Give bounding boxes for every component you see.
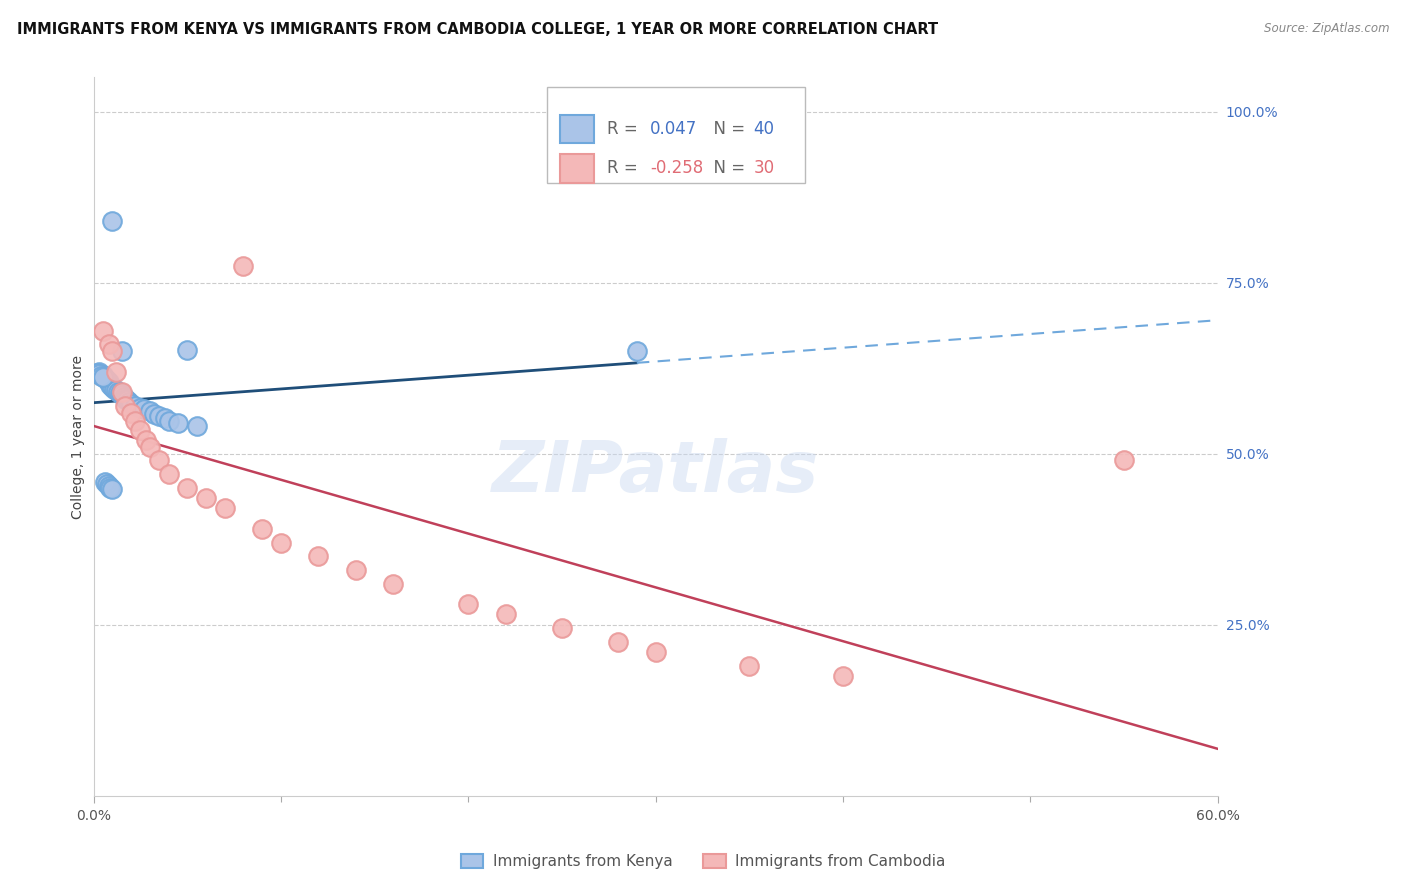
Point	[94, 475, 117, 490]
Point	[139, 440, 162, 454]
Text: -0.258: -0.258	[650, 160, 703, 178]
Legend: Immigrants from Kenya, Immigrants from Cambodia: Immigrants from Kenya, Immigrants from C…	[454, 848, 952, 875]
Point	[135, 433, 157, 447]
Point	[96, 373, 118, 387]
Point	[142, 407, 165, 421]
Point	[157, 467, 180, 482]
Text: N =: N =	[703, 160, 751, 178]
Point	[495, 607, 517, 622]
Point	[250, 522, 273, 536]
Point	[97, 337, 120, 351]
Point	[89, 368, 111, 382]
Point	[167, 416, 190, 430]
Point	[148, 453, 170, 467]
Point	[107, 385, 129, 400]
Point	[91, 324, 114, 338]
Point	[382, 576, 405, 591]
Point	[344, 563, 367, 577]
Point	[118, 395, 141, 409]
Point	[120, 406, 142, 420]
Point	[101, 344, 124, 359]
Point	[96, 477, 118, 491]
Text: 30: 30	[754, 160, 775, 178]
Point	[644, 645, 666, 659]
Point	[103, 382, 125, 396]
Point	[232, 259, 254, 273]
Point	[101, 214, 124, 228]
Point	[551, 621, 574, 635]
Point	[626, 344, 648, 359]
Point	[91, 368, 114, 382]
Point	[607, 634, 630, 648]
Text: R =: R =	[607, 160, 643, 178]
Point	[124, 399, 146, 413]
Bar	[560, 154, 593, 183]
Point	[100, 481, 122, 495]
Point	[101, 482, 124, 496]
Point	[124, 414, 146, 428]
Point	[111, 344, 134, 359]
Text: N =: N =	[703, 120, 751, 138]
Point	[157, 414, 180, 428]
Point	[129, 423, 152, 437]
Point	[129, 401, 152, 415]
Point	[457, 597, 479, 611]
Point	[1112, 453, 1135, 467]
Text: IMMIGRANTS FROM KENYA VS IMMIGRANTS FROM CAMBODIA COLLEGE, 1 YEAR OR MORE CORREL: IMMIGRANTS FROM KENYA VS IMMIGRANTS FROM…	[17, 22, 938, 37]
Text: R =: R =	[607, 120, 643, 138]
Point	[97, 479, 120, 493]
Text: ZIPatlas: ZIPatlas	[492, 438, 820, 507]
Point	[117, 393, 139, 408]
Point	[307, 549, 329, 564]
Point	[86, 366, 108, 380]
Point	[94, 371, 117, 385]
Point	[176, 481, 198, 495]
Point	[270, 535, 292, 549]
Point	[101, 379, 124, 393]
Point	[105, 383, 128, 397]
Y-axis label: College, 1 year or more: College, 1 year or more	[72, 354, 86, 518]
Point	[108, 386, 131, 401]
Point	[90, 368, 112, 383]
Text: 0.047: 0.047	[650, 120, 697, 138]
Point	[91, 370, 114, 384]
Point	[114, 392, 136, 406]
FancyBboxPatch shape	[547, 87, 806, 183]
Point	[100, 378, 122, 392]
Point	[112, 390, 135, 404]
Point	[89, 365, 111, 379]
Point	[214, 501, 236, 516]
Point	[134, 402, 156, 417]
Point	[105, 365, 128, 379]
Point	[176, 343, 198, 357]
Point	[153, 411, 176, 425]
Point	[114, 399, 136, 413]
Point	[738, 658, 761, 673]
Bar	[560, 114, 593, 144]
Text: Source: ZipAtlas.com: Source: ZipAtlas.com	[1264, 22, 1389, 36]
Point	[186, 419, 208, 434]
Point	[111, 385, 134, 400]
Point	[111, 388, 134, 402]
Point	[148, 409, 170, 423]
Point	[194, 491, 217, 505]
Point	[832, 669, 855, 683]
Text: 40: 40	[754, 120, 775, 138]
Point	[97, 375, 120, 389]
Point	[120, 397, 142, 411]
Point	[139, 404, 162, 418]
